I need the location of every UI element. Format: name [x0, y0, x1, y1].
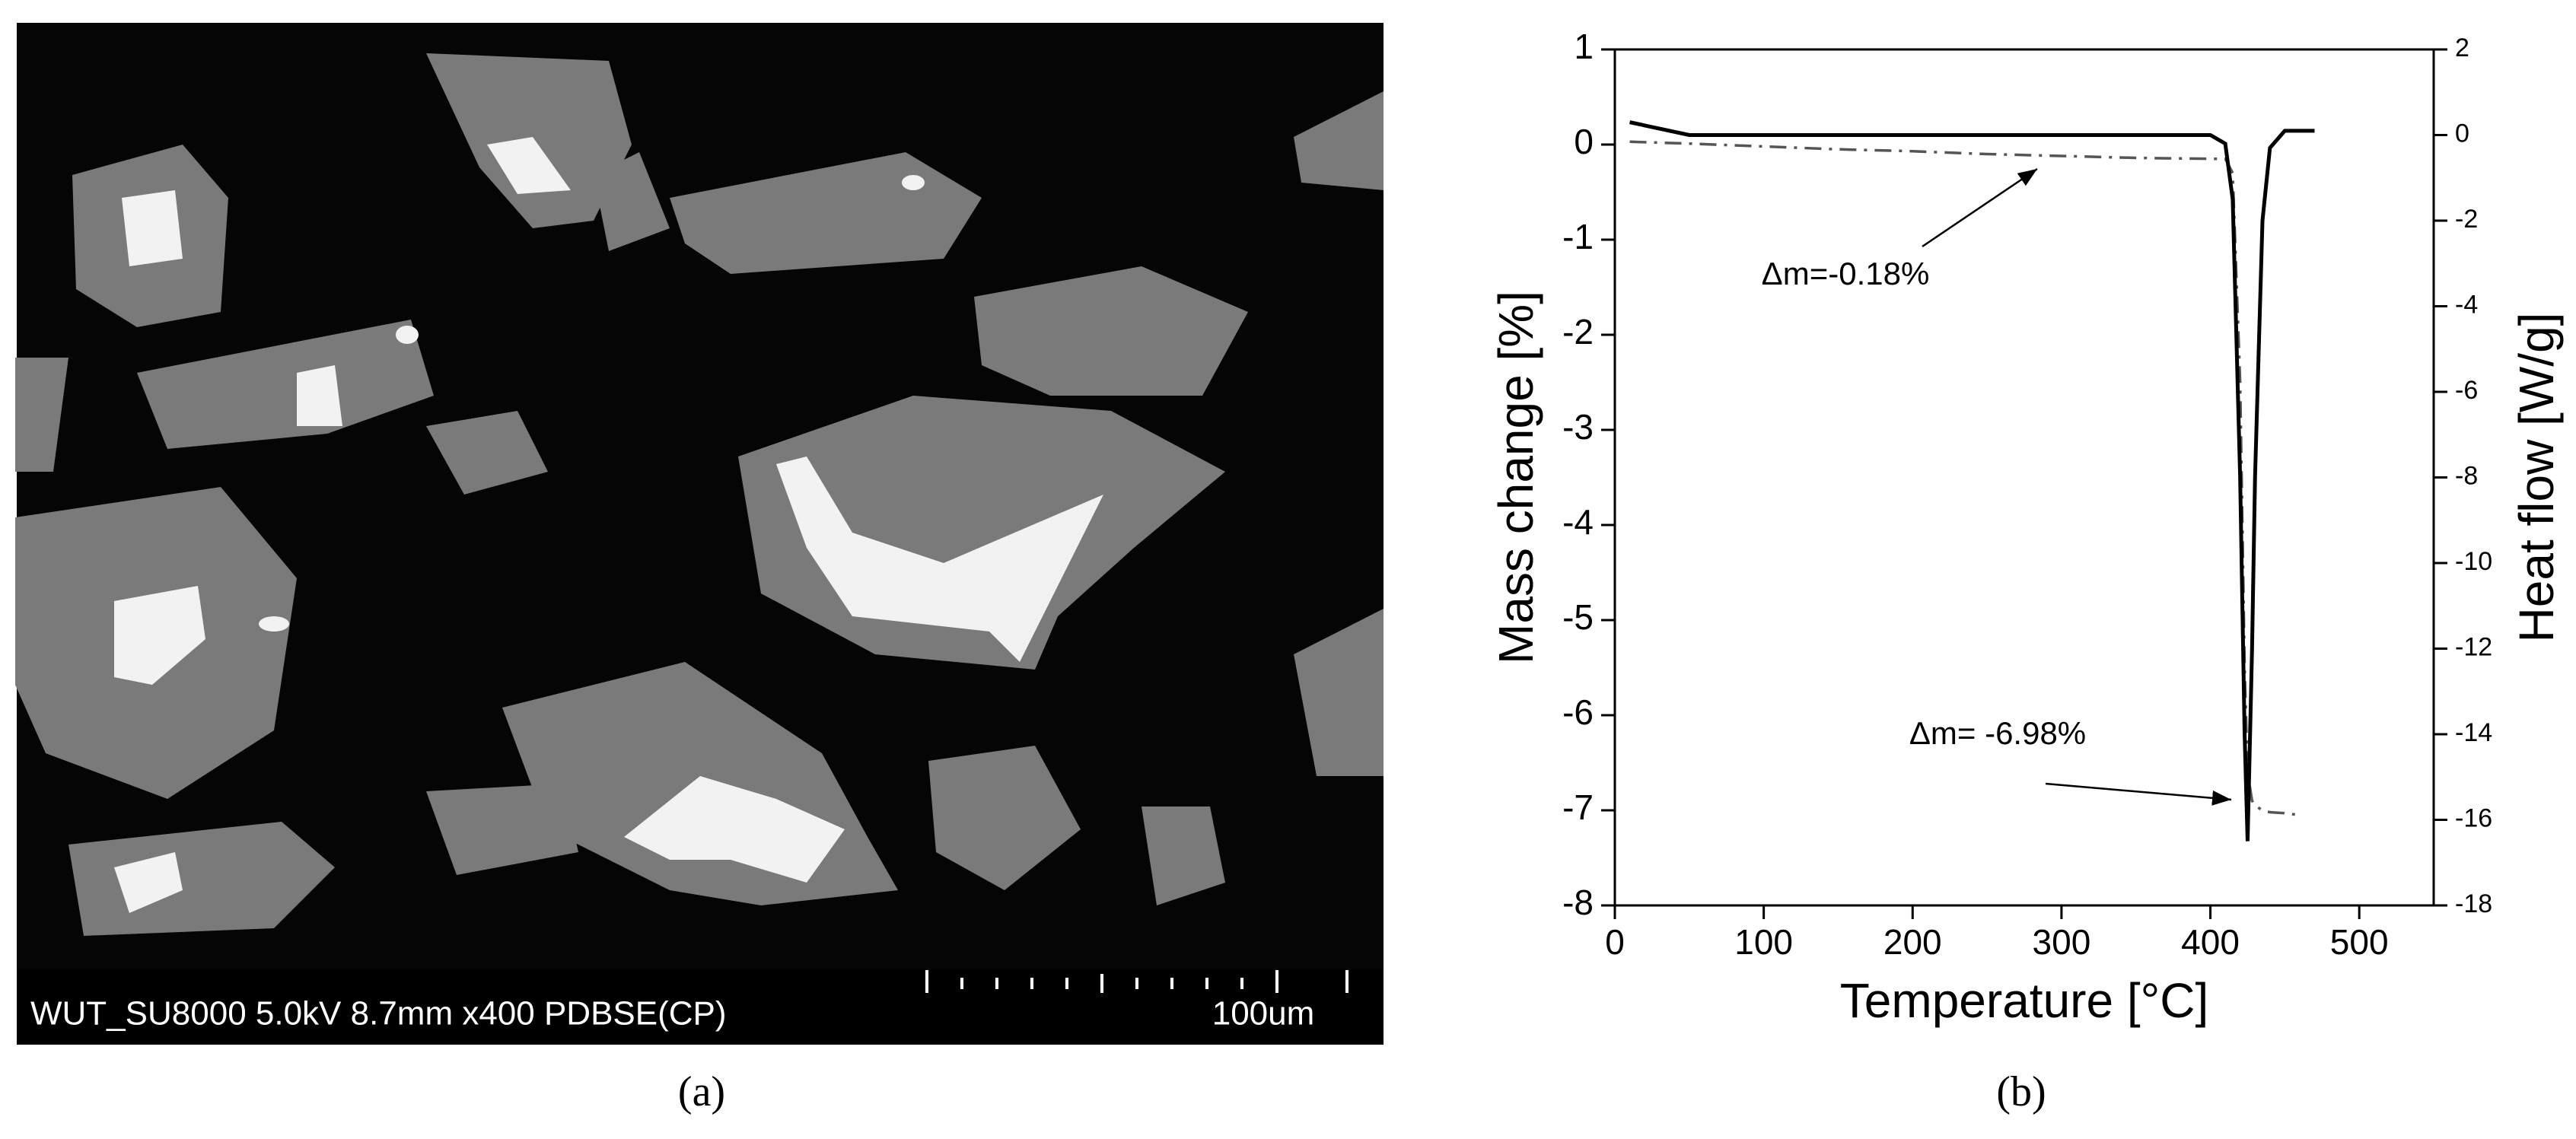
sem-info: WUT_SU8000 5.0kV 8.7mm x400 PDBSE(CP)	[30, 995, 727, 1032]
series-line	[1629, 120, 2315, 842]
y2-tick-label: -8	[2455, 461, 2478, 490]
panel-caption: (b)	[1996, 1068, 2046, 1115]
sem-inclusions	[114, 137, 1103, 913]
panel-caption: (a)	[678, 1068, 725, 1115]
y2-tick-label: -12	[2455, 632, 2492, 661]
y2-tick-label: -10	[2455, 547, 2492, 576]
x-tick-label: 400	[2181, 922, 2240, 962]
sem-info-bar	[17, 970, 1384, 1045]
y-axis-label: Mass change [%]	[1489, 291, 1543, 664]
scale-bar	[925, 970, 1348, 993]
sem-image: WUT_SU8000 5.0kV 8.7mm x400 PDBSE(CP) 10…	[15, 23, 1384, 1045]
y2-tick-label: -2	[2455, 205, 2478, 234]
y-tick-label: -1	[1562, 217, 1594, 256]
y-tick-label: 0	[1574, 122, 1594, 161]
x-tick-label: 0	[1605, 922, 1625, 962]
y-tick-label: -3	[1562, 407, 1594, 447]
y-tick-label: -6	[1562, 692, 1594, 732]
x-tick-label: 100	[1734, 922, 1793, 962]
y2-tick-label: -18	[2455, 889, 2492, 918]
y-tick-label: -2	[1562, 312, 1594, 352]
chart: 0 100 200 300 400 500-8-7-6-5-4-3-2-101-18-16…	[1489, 27, 2564, 1028]
y-tick-label: -4	[1562, 502, 1594, 542]
y-tick-label: -8	[1562, 883, 1594, 922]
y2-tick-label: 0	[2455, 119, 2469, 148]
x-tick-label: 300	[2033, 922, 2091, 962]
y-tick-label: -7	[1562, 787, 1594, 827]
y-tick-label: -5	[1562, 597, 1594, 637]
series-line	[1629, 140, 2301, 816]
annotation: Δm=-0.18%	[1762, 256, 1930, 291]
y2-tick-label: -4	[2455, 290, 2478, 319]
scale-bar-label: 100um	[1212, 995, 1315, 1032]
annotation-arrow	[2045, 782, 2232, 806]
x-tick-label: 200	[1883, 922, 1942, 962]
y2-tick-label: -14	[2455, 718, 2492, 747]
y2-tick-label: -6	[2455, 376, 2478, 405]
y2-tick-label: 2	[2455, 33, 2469, 62]
annotation-arrow	[1922, 167, 2038, 248]
y2-axis-label: Heat flow [W/g]	[2509, 313, 2564, 643]
y-tick-label: 1	[1574, 27, 1594, 66]
x-axis-label: Temperature [°C]	[1840, 973, 2208, 1028]
annotation: Δm= -6.98%	[1909, 715, 2086, 751]
x-tick-label: 500	[2330, 922, 2389, 962]
y2-tick-label: -16	[2455, 803, 2492, 832]
